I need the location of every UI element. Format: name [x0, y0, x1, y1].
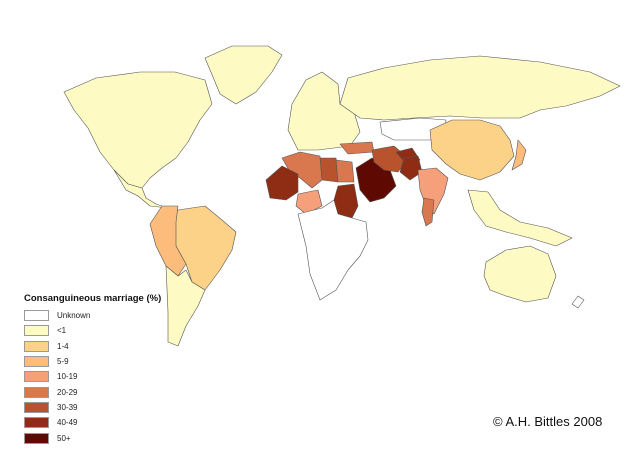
region-japan [511, 139, 527, 171]
legend-rows: Unknown <1 1-4 5-9 10-19 20-29 30-39 40-49 50+ [24, 308, 224, 446]
legend-title: Consanguineous marriage (%) [24, 293, 162, 304]
region-west-sahel [265, 165, 299, 201]
region-sub-saharan-africa [297, 199, 369, 301]
region-new-zealand [571, 295, 585, 309]
legend-swatch [24, 432, 49, 444]
map-legend: Consanguineous marriage (%) Unknown <1 1-4… [24, 293, 224, 446]
legend-label: <1 [57, 326, 67, 336]
region-china [429, 119, 515, 181]
legend-label: 30-39 [57, 402, 78, 412]
legend-label: 1-4 [57, 341, 69, 351]
legend-label: Unknown [57, 311, 91, 321]
legend-label: 40-49 [57, 418, 78, 428]
legend-swatch [24, 401, 49, 413]
legend-swatch [24, 417, 49, 429]
legend-swatch [24, 386, 49, 398]
legend-item: 10-19 [24, 369, 224, 384]
legend-item: 1-4 [24, 339, 224, 354]
region-turkey [339, 141, 375, 155]
legend-label: 50+ [57, 433, 71, 443]
legend-item: 20-29 [24, 384, 224, 399]
legend-label: 10-19 [57, 372, 78, 382]
legend-swatch [24, 325, 49, 337]
region-australia [483, 245, 557, 303]
legend-label: 5-9 [57, 357, 69, 367]
legend-swatch [24, 356, 49, 368]
legend-swatch [24, 371, 49, 383]
copyright-credit: © A.H. Bittles 2008 [493, 414, 603, 429]
legend-swatch [24, 340, 49, 352]
legend-swatch [24, 310, 49, 322]
legend-item: 5-9 [24, 354, 224, 369]
legend-item: Unknown [24, 308, 224, 323]
region-pakistan [399, 155, 423, 181]
region-south-india [421, 197, 435, 227]
region-north-america [63, 71, 213, 189]
legend-item: <1 [24, 323, 224, 338]
legend-item: 30-39 [24, 400, 224, 415]
region-central-asia [379, 117, 447, 141]
region-libya [319, 157, 339, 183]
region-southeast-asia [467, 189, 573, 247]
region-southern-cone [165, 265, 206, 347]
legend-item: 50+ [24, 430, 224, 445]
legend-item: 40-49 [24, 415, 224, 430]
region-egypt [335, 159, 355, 183]
region-andean-south-america [149, 205, 187, 277]
region-russia [339, 55, 621, 121]
region-greenland [204, 45, 283, 105]
legend-label: 20-29 [57, 387, 78, 397]
